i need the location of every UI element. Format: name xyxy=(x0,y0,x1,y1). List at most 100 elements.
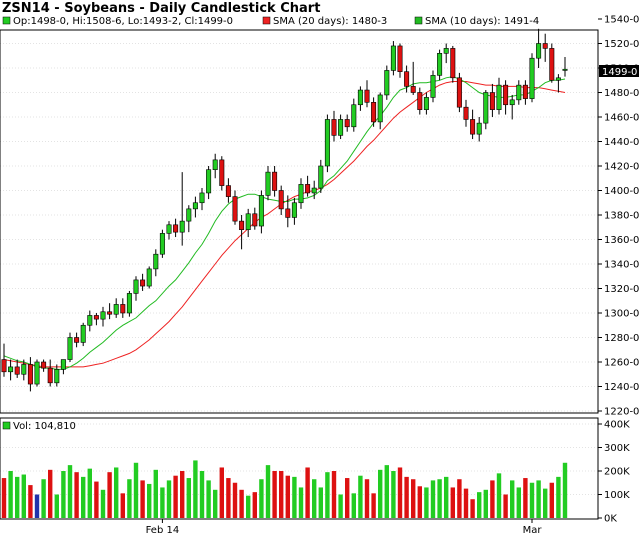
candle xyxy=(516,80,522,105)
candle xyxy=(219,156,225,191)
candle xyxy=(80,322,86,347)
volume-tick-label: 300K xyxy=(604,443,630,454)
candle xyxy=(423,92,429,115)
volume-bar xyxy=(213,489,218,518)
volume-bar xyxy=(21,474,26,518)
candle-body xyxy=(344,119,350,128)
candle-body xyxy=(146,268,152,287)
volume-bar xyxy=(364,479,370,518)
candle-body xyxy=(285,208,291,218)
candle xyxy=(199,188,205,211)
volume-bar xyxy=(298,487,304,518)
candle xyxy=(364,80,370,108)
volume-bar xyxy=(1,478,7,518)
candle-body xyxy=(470,119,476,135)
candle-body xyxy=(212,159,218,170)
price-tick-label: 1360-0 xyxy=(604,235,639,246)
candle xyxy=(298,178,304,209)
volume-bar xyxy=(331,471,337,518)
candle xyxy=(496,77,502,115)
candle-body xyxy=(331,119,337,136)
price-tick-label: 1520-0 xyxy=(604,39,639,50)
candle-body xyxy=(54,369,60,384)
candle xyxy=(318,159,324,193)
candle xyxy=(305,175,311,197)
volume-bar xyxy=(8,471,13,518)
candle-body xyxy=(159,233,165,255)
price-tick-label: 1440-0 xyxy=(604,137,639,148)
candle-body xyxy=(60,359,66,370)
candle-body xyxy=(87,315,93,326)
candle xyxy=(278,185,284,215)
candle-body xyxy=(80,324,86,343)
candle-body xyxy=(364,89,370,103)
volume-bar xyxy=(107,472,112,518)
volume-bar xyxy=(186,478,191,518)
candle-body xyxy=(41,361,47,369)
volume-bar xyxy=(87,468,92,518)
volume-bar xyxy=(378,469,383,518)
candle-body xyxy=(67,337,73,360)
candle xyxy=(324,114,330,173)
candle-body xyxy=(305,184,311,194)
volume-bar xyxy=(166,480,172,518)
volume-bar xyxy=(496,473,502,518)
candle-body xyxy=(555,77,561,81)
candle-body xyxy=(437,52,443,76)
volume-bar xyxy=(94,481,99,518)
candle xyxy=(311,180,317,200)
volume-bar xyxy=(252,492,257,518)
volume-bar xyxy=(34,494,40,518)
candle-body xyxy=(27,364,33,385)
candle xyxy=(93,313,99,326)
x-tick-label: Mar xyxy=(523,525,543,536)
sma20-line xyxy=(3,81,566,368)
candle-body xyxy=(278,190,284,210)
candle-body xyxy=(542,43,548,49)
volume-bar xyxy=(239,489,244,518)
candle xyxy=(450,45,456,83)
candle xyxy=(549,43,555,83)
volume-bar xyxy=(345,478,350,518)
candle xyxy=(555,74,561,93)
candle-body xyxy=(456,77,462,108)
candle-body xyxy=(291,202,297,218)
price-grid xyxy=(0,43,598,412)
volume-bar xyxy=(100,489,106,518)
volume-bar xyxy=(67,465,73,518)
price-tick-label: 1260-0 xyxy=(604,358,639,369)
candle xyxy=(206,166,212,200)
candle xyxy=(258,190,264,234)
volume-bar xyxy=(206,480,211,518)
volume-tick-label: 100K xyxy=(604,490,630,501)
volume-bar xyxy=(437,479,442,518)
candle-body xyxy=(21,364,27,375)
volume-bar xyxy=(510,480,515,518)
sma10-legend-text: SMA (10 days): 1491-4 xyxy=(425,16,539,27)
volume-bar xyxy=(457,479,462,518)
volume-bar xyxy=(503,494,508,518)
candle-body xyxy=(93,315,99,320)
candle xyxy=(1,343,7,377)
candle xyxy=(397,43,403,78)
candle-body xyxy=(311,187,317,194)
candle xyxy=(377,92,383,130)
candle-body xyxy=(34,361,40,385)
candle-body xyxy=(417,92,423,110)
volume-bar xyxy=(444,476,449,518)
volume-bar xyxy=(325,472,330,518)
candle xyxy=(437,49,443,81)
price-tick-label: 1480-0 xyxy=(604,88,639,99)
candle-body xyxy=(489,92,495,110)
volume-bar xyxy=(483,489,488,518)
candle xyxy=(27,357,33,392)
volume-bars xyxy=(1,460,568,518)
volume-bar xyxy=(490,480,495,518)
volume-bar xyxy=(81,476,86,518)
candle xyxy=(113,298,119,318)
candle-body xyxy=(258,195,264,227)
volume-bar xyxy=(232,482,238,518)
candle-body xyxy=(463,106,469,120)
candle-body xyxy=(192,202,198,210)
volume-bar xyxy=(54,494,59,518)
